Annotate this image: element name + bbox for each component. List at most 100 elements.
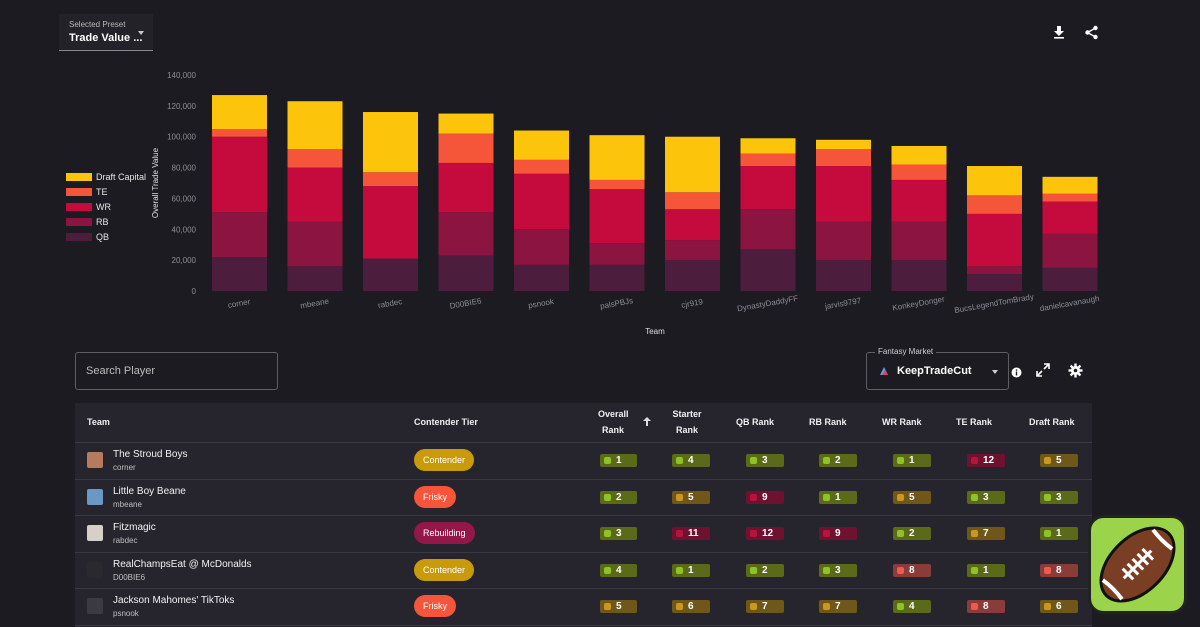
bar-segment[interactable]: [287, 149, 343, 168]
table-row[interactable]: Fitzmagic rabdec Rebuilding 3 11 12 9 2 7 1: [75, 516, 1092, 553]
legend-label: RB: [96, 216, 109, 227]
expand-icon[interactable]: [1036, 363, 1050, 382]
bar-segment[interactable]: [212, 129, 267, 137]
team-owner: mbeane: [113, 499, 142, 509]
rank-value: 5: [909, 491, 915, 503]
bar-segment[interactable]: [589, 135, 645, 180]
col-qb-rank[interactable]: QB Rank: [736, 417, 775, 427]
bar-segment[interactable]: [891, 145, 947, 165]
legend-item-draft[interactable]: Draft Capital: [66, 169, 146, 184]
bar-segment[interactable]: [967, 166, 1022, 196]
legend-item-te[interactable]: TE: [66, 184, 146, 199]
bar-segment[interactable]: [438, 113, 494, 134]
table-row[interactable]: Little Boy Beane mbeane Frisky 2 5 9 1 5 3 3: [75, 480, 1092, 516]
bar-segment[interactable]: [438, 133, 494, 163]
bar-segment[interactable]: [1042, 233, 1098, 268]
avatar: [87, 598, 103, 614]
bar-segment[interactable]: [665, 136, 720, 193]
col-draft-rank[interactable]: Draft Rank: [1029, 417, 1075, 427]
bar-segment[interactable]: [287, 167, 343, 222]
bar-segment[interactable]: [363, 172, 418, 187]
bar-segment[interactable]: [514, 130, 569, 160]
bar-segment[interactable]: [665, 192, 720, 210]
col-contender-tier[interactable]: Contender Tier: [414, 417, 478, 427]
bar-segment[interactable]: [363, 186, 418, 259]
bar-segment[interactable]: [438, 255, 494, 291]
bar-segment[interactable]: [514, 173, 569, 230]
bar-segment[interactable]: [1042, 193, 1098, 202]
bar-segment[interactable]: [514, 159, 569, 174]
bar-segment[interactable]: [891, 179, 947, 222]
bar-segment[interactable]: [212, 257, 267, 291]
bar-segment[interactable]: [740, 138, 796, 154]
rank-value: 1: [688, 564, 694, 576]
table-row[interactable]: Jackson Mahomes' TikToks psnook Frisky 5 6 7 7…: [75, 589, 1092, 626]
bar-segment[interactable]: [740, 209, 796, 250]
bar-segment[interactable]: [816, 139, 871, 150]
bar-segment[interactable]: [740, 249, 796, 291]
bar-segment[interactable]: [891, 221, 947, 261]
col-starter-rank[interactable]: Starter Rank: [671, 406, 703, 438]
bar-segment[interactable]: [212, 95, 267, 129]
bar-segment[interactable]: [816, 166, 871, 222]
bar-segment[interactable]: [514, 229, 569, 265]
search-input[interactable]: [75, 352, 278, 390]
bar-segment[interactable]: [967, 266, 1022, 275]
bar-segment[interactable]: [589, 179, 645, 190]
bar-segment[interactable]: [438, 162, 494, 213]
col-team[interactable]: Team: [87, 417, 110, 427]
arrow-up-icon[interactable]: [643, 417, 651, 426]
download-icon[interactable]: [1052, 25, 1066, 44]
legend-item-rb[interactable]: RB: [66, 214, 146, 229]
bar-segment[interactable]: [816, 149, 871, 167]
bar-segment[interactable]: [1042, 267, 1098, 291]
table-row[interactable]: The Stroud Boys corner Contender 1 4 3 2 1 12 5: [75, 443, 1092, 480]
table-row[interactable]: RealChampsEat @ McDonalds D00BIE6 Contende…: [75, 553, 1092, 589]
rank-value: 5: [1056, 455, 1062, 466]
bar-segment[interactable]: [665, 240, 720, 261]
bar-segment[interactable]: [363, 258, 418, 291]
bar-segment[interactable]: [212, 212, 267, 258]
legend-item-wr[interactable]: WR: [66, 199, 146, 214]
bar-segment[interactable]: [212, 136, 267, 213]
bar-segment[interactable]: [287, 266, 343, 291]
bar-segment[interactable]: [1042, 201, 1098, 234]
col-wr-rank[interactable]: WR Rank: [882, 417, 922, 427]
col-rb-rank[interactable]: RB Rank: [809, 417, 847, 427]
bar-segment[interactable]: [891, 164, 947, 180]
bar-segment[interactable]: [891, 260, 947, 291]
preset-select[interactable]: Selected Preset Trade Value ...: [59, 14, 153, 51]
bar-segment[interactable]: [816, 260, 871, 291]
share-icon[interactable]: [1084, 25, 1099, 45]
bar-segment[interactable]: [514, 264, 569, 291]
col-te-rank[interactable]: TE Rank: [956, 417, 993, 427]
rank-indicator-icon: [971, 493, 978, 501]
bar-segment[interactable]: [287, 221, 343, 267]
legend-item-qb[interactable]: QB: [66, 229, 146, 244]
bar-segment[interactable]: [589, 189, 645, 244]
bar-segment[interactable]: [438, 212, 494, 256]
bar-segment[interactable]: [589, 264, 645, 291]
gear-icon[interactable]: [1068, 363, 1083, 383]
bar-segment[interactable]: [363, 112, 418, 173]
bar-segment[interactable]: [967, 213, 1022, 267]
bar-segment[interactable]: [665, 209, 720, 241]
bar-segment[interactable]: [287, 101, 343, 150]
contender-tier-badge: Frisky: [414, 485, 456, 508]
bar-segment[interactable]: [740, 153, 796, 167]
rank-value: 2: [616, 491, 622, 503]
avatar: [87, 452, 103, 468]
rank-badge: 2: [600, 490, 637, 504]
bar-segment[interactable]: [665, 260, 720, 291]
fantasy-market-select[interactable]: Fantasy Market KeepTradeCut: [866, 347, 1009, 390]
bar-segment[interactable]: [740, 166, 796, 210]
bar-segment[interactable]: [967, 195, 1022, 214]
bar-segment[interactable]: [589, 243, 645, 265]
bar-segment[interactable]: [816, 221, 871, 261]
info-icon[interactable]: [1011, 365, 1022, 383]
bar-segment[interactable]: [967, 274, 1022, 291]
col-overall-rank[interactable]: Overall Rank: [598, 406, 629, 438]
bar-segment[interactable]: [1042, 176, 1098, 194]
x-tick-label: corner: [227, 297, 251, 310]
avatar: [87, 488, 103, 505]
